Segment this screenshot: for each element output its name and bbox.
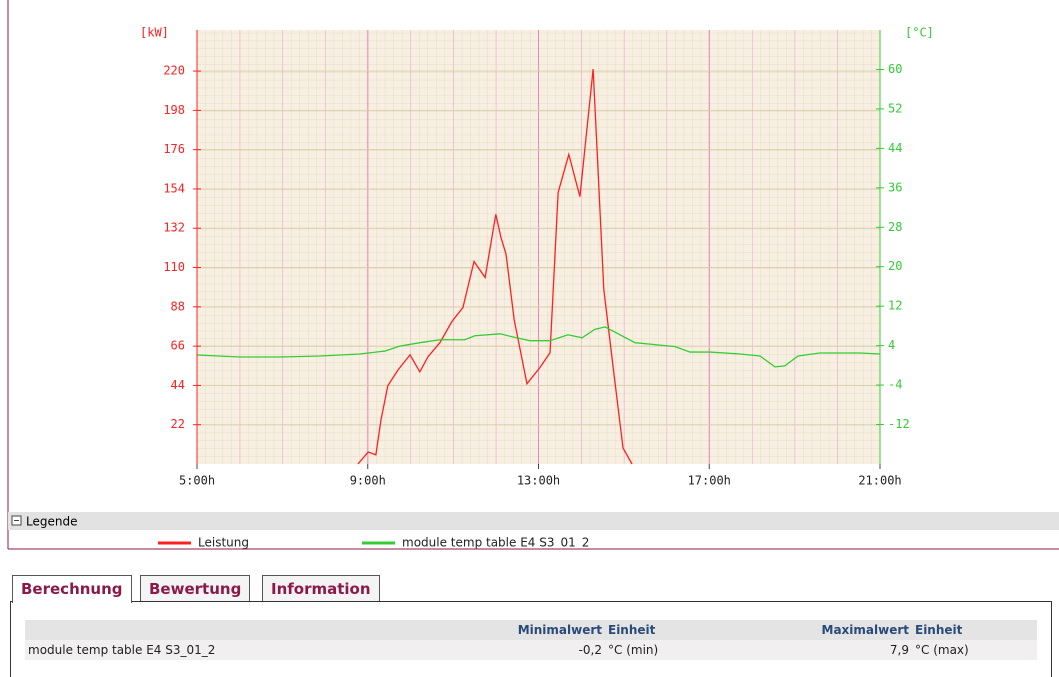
legend-label: module temp table E4 S3_01_2 — [402, 536, 589, 550]
tab[interactable]: Berechnung — [12, 575, 132, 603]
y2-tick-label: 60 — [888, 62, 902, 76]
chart: [kW] [°C] Legende Leistung module temp ta… — [7, 0, 1059, 550]
tab[interactable]: Information — [262, 575, 380, 601]
legend-bar[interactable] — [8, 512, 1059, 530]
x-tick-label: 5:00h — [179, 474, 215, 488]
header-cell: Minimalwert — [419, 620, 605, 640]
y2-tick-label: 44 — [888, 141, 902, 155]
x-tick-label: 17:00h — [688, 474, 731, 488]
y2-tick-label: -12 — [888, 417, 910, 431]
header-cell: Einheit — [605, 620, 721, 640]
y-tick-label: 110 — [163, 260, 185, 274]
y2-tick-label: 12 — [888, 299, 902, 313]
x-tick-label: 21:00h — [858, 474, 901, 488]
header-cell: Maximalwert — [721, 620, 912, 640]
cell: 7,9 — [721, 640, 912, 660]
cell: °C (min) — [605, 640, 721, 660]
y-tick-label: 198 — [163, 103, 185, 117]
y-tick-label: 154 — [163, 181, 185, 195]
y2-tick-label: 28 — [888, 220, 902, 234]
y-tick-label: 66 — [171, 339, 185, 353]
series-line — [357, 69, 633, 465]
y-tick-label: 22 — [171, 417, 185, 431]
tab-panel: Minimalwert Einheit Maximalwert Einheit … — [10, 601, 1052, 677]
series-line — [196, 326, 881, 368]
y2-tick-label: 4 — [888, 338, 895, 352]
x-tick-label: 13:00h — [517, 474, 560, 488]
cell: module temp table E4 S3_01_2 — [25, 640, 419, 660]
header-cell: Einheit — [912, 620, 1037, 640]
y-tick-label: 88 — [171, 299, 185, 313]
tab[interactable]: Bewertung — [140, 575, 251, 601]
y-tick-label: 44 — [171, 378, 185, 392]
y2-tick-label: 36 — [888, 180, 902, 194]
y2-tick-label: -4 — [888, 378, 902, 392]
x-tick-label: 9:00h — [350, 474, 386, 488]
y-tick-label: 132 — [163, 221, 185, 235]
header-cell — [25, 620, 419, 640]
legend-label: Leistung — [198, 536, 249, 550]
legend-title: Legende — [26, 515, 77, 529]
cell: -0,2 — [419, 640, 605, 660]
cell: °C (max) — [912, 640, 1037, 660]
stats-table: Minimalwert Einheit Maximalwert Einheit … — [25, 620, 1037, 660]
y2-tick-label: 20 — [888, 259, 902, 273]
y-axis-label: [kW] — [140, 26, 169, 40]
y-tick-label: 220 — [163, 64, 185, 78]
y2-axis-label: [°C] — [905, 26, 934, 40]
y2-tick-label: 52 — [888, 101, 902, 115]
y-tick-label: 176 — [163, 142, 185, 156]
